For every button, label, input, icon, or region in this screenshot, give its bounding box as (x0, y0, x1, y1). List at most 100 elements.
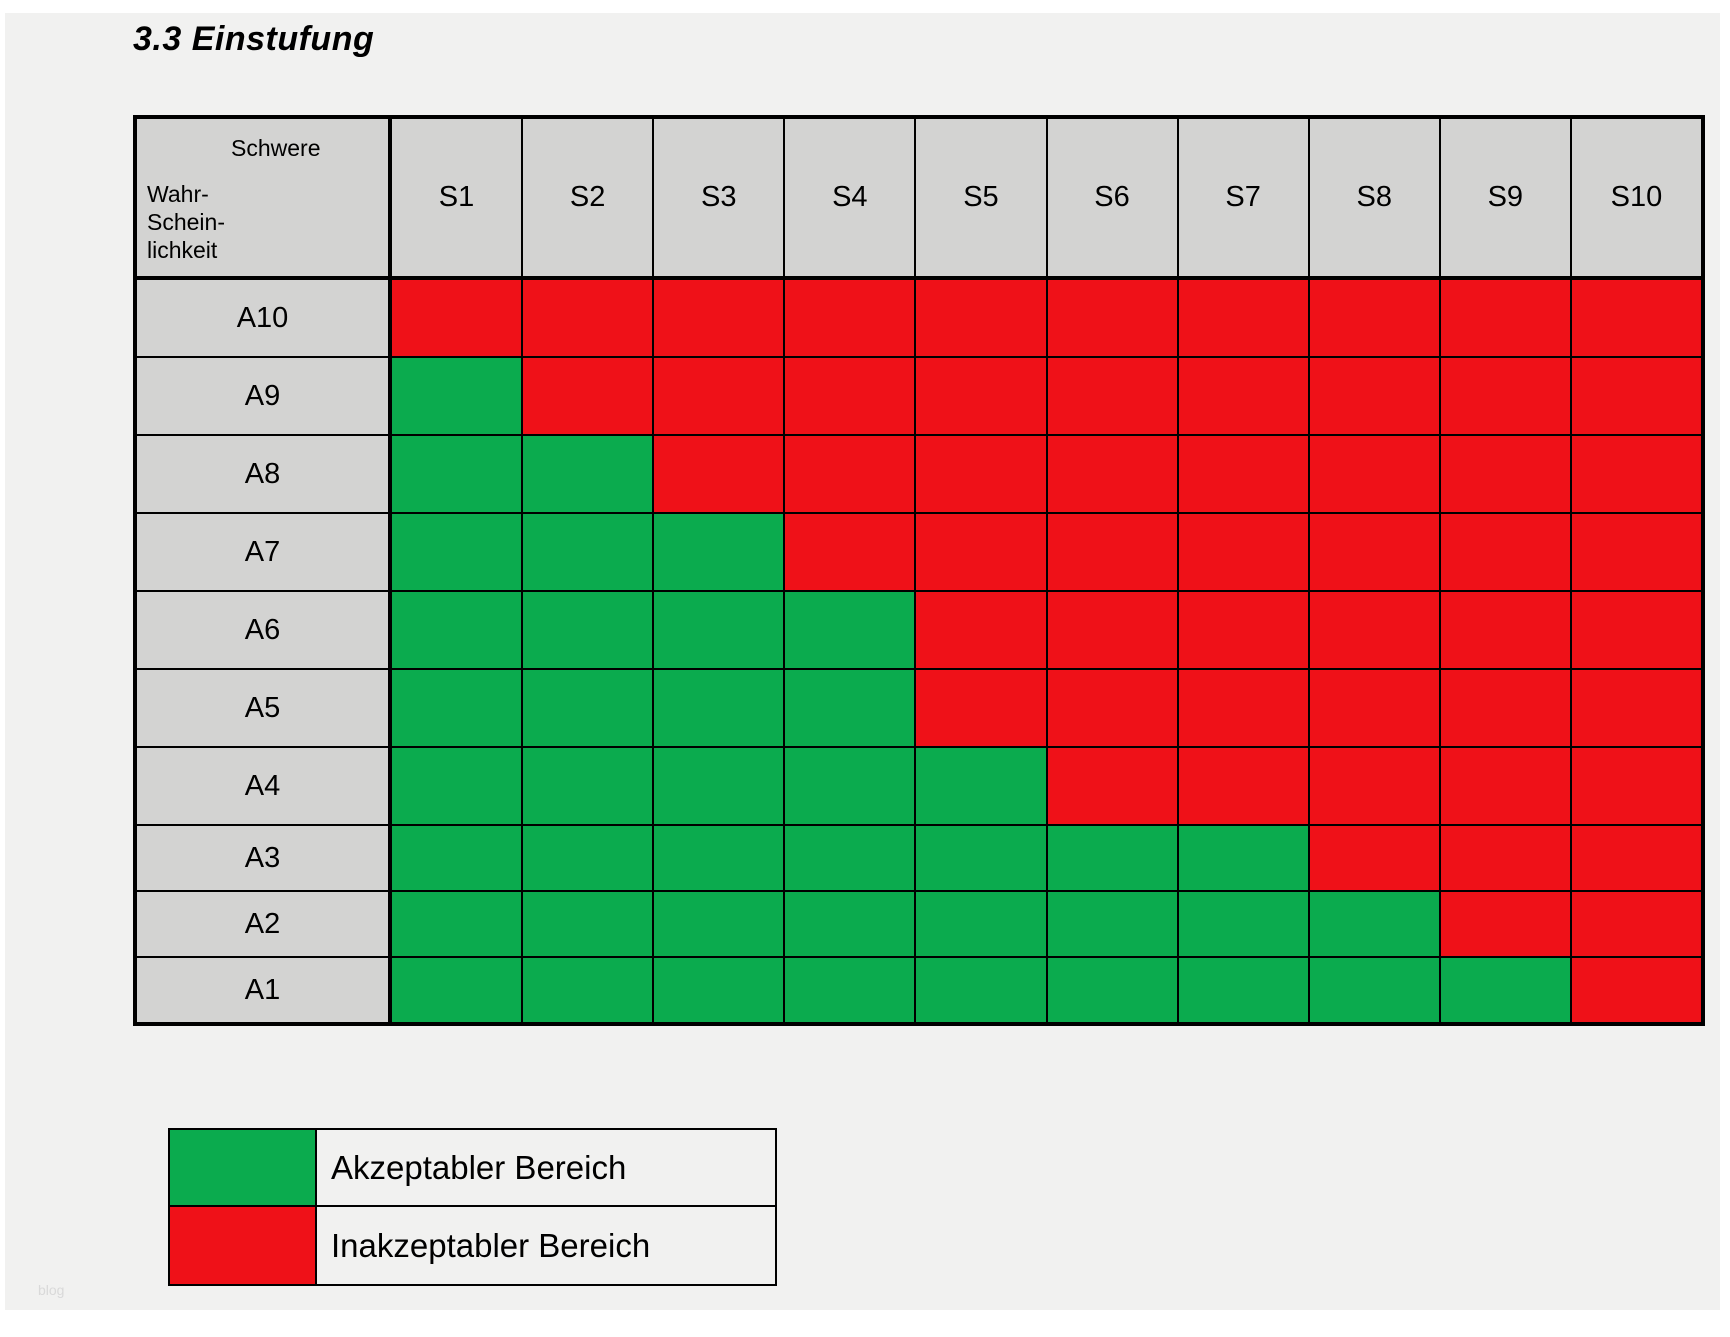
matrix-cell-A9-S5 (915, 357, 1047, 435)
matrix-cell-A8-S3 (653, 435, 785, 513)
watermark-text: blog (38, 1282, 65, 1298)
row-header-A6: A6 (136, 591, 391, 669)
matrix-cell-A1-S4 (784, 957, 916, 1023)
matrix-cell-A10-S10 (1570, 279, 1702, 357)
matrix-cell-A4-S9 (1439, 747, 1571, 825)
legend-label-unacceptable: Inakzeptabler Bereich (317, 1207, 775, 1284)
matrix-corner-cell: Schwere Wahr- Schein- lichkeit (136, 118, 391, 279)
section-title: 3.3 Einstufung (133, 20, 375, 58)
matrix-cell-A10-S9 (1439, 279, 1571, 357)
row-header-A4: A4 (136, 747, 391, 825)
matrix-cell-A9-S9 (1439, 357, 1571, 435)
matrix-cell-A7-S3 (653, 513, 785, 591)
probability-axis-label: Wahr- Schein- lichkeit (147, 181, 225, 263)
matrix-cell-A2-S3 (653, 891, 785, 957)
matrix-cell-A7-S8 (1308, 513, 1440, 591)
matrix-cell-A6-S7 (1177, 591, 1309, 669)
matrix-cell-A3-S8 (1308, 825, 1440, 891)
matrix-cell-A10-S3 (653, 279, 785, 357)
row-header-A5: A5 (136, 669, 391, 747)
matrix-cell-A4-S8 (1308, 747, 1440, 825)
matrix-cell-A1-S5 (915, 957, 1047, 1023)
matrix-cell-A3-S4 (784, 825, 916, 891)
matrix-cell-A5-S10 (1570, 669, 1702, 747)
column-header-S9: S9 (1439, 118, 1571, 279)
matrix-cell-A10-S6 (1046, 279, 1178, 357)
matrix-cell-A3-S5 (915, 825, 1047, 891)
matrix-cell-A8-S9 (1439, 435, 1571, 513)
matrix-cell-A1-S9 (1439, 957, 1571, 1023)
matrix-cell-A3-S2 (522, 825, 654, 891)
column-header-S1: S1 (391, 118, 523, 279)
matrix-cell-A10-S5 (915, 279, 1047, 357)
matrix-cell-A4-S5 (915, 747, 1047, 825)
matrix-cell-A10-S4 (784, 279, 916, 357)
matrix-cell-A9-S3 (653, 357, 785, 435)
column-header-S4: S4 (784, 118, 916, 279)
matrix-cell-A7-S7 (1177, 513, 1309, 591)
row-header-A7: A7 (136, 513, 391, 591)
column-header-S2: S2 (522, 118, 654, 279)
matrix-cell-A9-S10 (1570, 357, 1702, 435)
matrix-cell-A1-S3 (653, 957, 785, 1023)
matrix-cell-A6-S8 (1308, 591, 1440, 669)
matrix-cell-A4-S10 (1570, 747, 1702, 825)
matrix-cell-A5-S1 (391, 669, 523, 747)
matrix-cell-A7-S4 (784, 513, 916, 591)
matrix-cell-A2-S5 (915, 891, 1047, 957)
matrix-cell-A6-S6 (1046, 591, 1178, 669)
matrix-cell-A5-S8 (1308, 669, 1440, 747)
matrix-cell-A8-S5 (915, 435, 1047, 513)
column-header-S8: S8 (1308, 118, 1440, 279)
matrix-cell-A1-S10 (1570, 957, 1702, 1023)
legend-swatch-green (170, 1130, 317, 1205)
matrix-cell-A8-S2 (522, 435, 654, 513)
severity-axis-label: Schwere (231, 135, 321, 161)
matrix-cell-A9-S7 (1177, 357, 1309, 435)
matrix-cell-A8-S4 (784, 435, 916, 513)
column-header-S6: S6 (1046, 118, 1178, 279)
matrix-cell-A1-S1 (391, 957, 523, 1023)
matrix-cell-A4-S7 (1177, 747, 1309, 825)
matrix-cell-A3-S10 (1570, 825, 1702, 891)
matrix-cell-A8-S6 (1046, 435, 1178, 513)
matrix-cell-A8-S8 (1308, 435, 1440, 513)
row-header-A3: A3 (136, 825, 391, 891)
column-header-S10: S10 (1570, 118, 1702, 279)
matrix-cell-A1-S8 (1308, 957, 1440, 1023)
matrix-cell-A3-S3 (653, 825, 785, 891)
row-header-A8: A8 (136, 435, 391, 513)
matrix-cell-A5-S2 (522, 669, 654, 747)
matrix-cell-A8-S1 (391, 435, 523, 513)
matrix-cell-A2-S4 (784, 891, 916, 957)
row-header-A1: A1 (136, 957, 391, 1023)
matrix-cell-A1-S7 (1177, 957, 1309, 1023)
matrix-cell-A5-S5 (915, 669, 1047, 747)
matrix-cell-A8-S7 (1177, 435, 1309, 513)
column-header-S5: S5 (915, 118, 1047, 279)
matrix-cell-A1-S2 (522, 957, 654, 1023)
matrix-cell-A4-S6 (1046, 747, 1178, 825)
matrix-cell-A10-S1 (391, 279, 523, 357)
matrix-cell-A8-S10 (1570, 435, 1702, 513)
matrix-cell-A7-S2 (522, 513, 654, 591)
matrix-cell-A2-S7 (1177, 891, 1309, 957)
legend-row-acceptable: Akzeptabler Bereich (170, 1130, 775, 1207)
row-header-A10: A10 (136, 279, 391, 357)
matrix-cell-A2-S1 (391, 891, 523, 957)
matrix-cell-A6-S9 (1439, 591, 1571, 669)
matrix-cell-A7-S5 (915, 513, 1047, 591)
matrix-cell-A9-S6 (1046, 357, 1178, 435)
matrix-cell-A3-S1 (391, 825, 523, 891)
matrix-cell-A10-S2 (522, 279, 654, 357)
legend-swatch-red (170, 1207, 317, 1284)
matrix-cell-A4-S2 (522, 747, 654, 825)
matrix-cell-A7-S9 (1439, 513, 1571, 591)
matrix-cell-A5-S3 (653, 669, 785, 747)
matrix-cell-A1-S6 (1046, 957, 1178, 1023)
matrix-cell-A2-S6 (1046, 891, 1178, 957)
matrix-cell-A5-S6 (1046, 669, 1178, 747)
legend: Akzeptabler Bereich Inakzeptabler Bereic… (168, 1128, 777, 1286)
legend-label-acceptable: Akzeptabler Bereich (317, 1130, 775, 1205)
row-header-A2: A2 (136, 891, 391, 957)
